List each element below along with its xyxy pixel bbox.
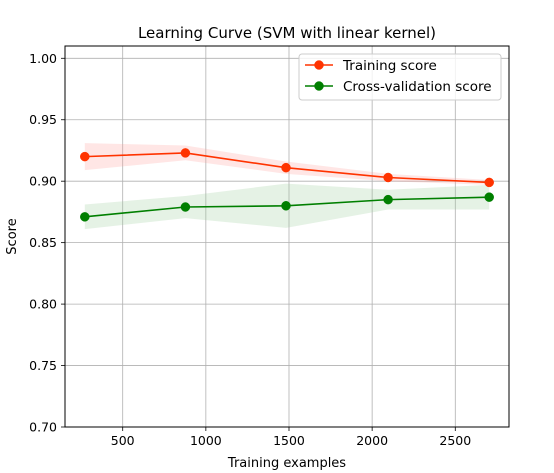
x-tick-label: 1000 xyxy=(190,433,222,448)
data-point-series-1 xyxy=(180,148,191,158)
chart-title: Learning Curve (SVM with linear kernel) xyxy=(138,24,436,42)
legend: Training score Cross-validation score xyxy=(298,53,502,101)
confidence-bands xyxy=(84,143,490,230)
x-tick-label: 2500 xyxy=(439,433,471,448)
legend-label-series-1: Training score xyxy=(342,58,437,74)
grid xyxy=(65,46,509,428)
data-point-series-2 xyxy=(484,192,494,202)
x-axis-ticks: 500 1000 1500 2000 2500 xyxy=(111,427,471,448)
legend-marker-series-2 xyxy=(314,81,324,91)
data-point-series-1 xyxy=(281,162,291,173)
legend-frame xyxy=(298,53,502,101)
data-point-series-1 xyxy=(383,172,393,183)
y-tick-label: 1.00 xyxy=(29,51,57,66)
y-tick-label: 0.70 xyxy=(29,420,57,435)
y-tick-label: 0.85 xyxy=(29,235,57,250)
x-axis-label: Training examples xyxy=(227,456,346,471)
y-tick-label: 0.95 xyxy=(29,112,57,127)
y-tick-label: 0.80 xyxy=(29,297,57,312)
data-point-series-2 xyxy=(383,194,393,205)
series xyxy=(80,148,494,222)
legend-marker-series-1 xyxy=(314,60,324,70)
data-point-series-2 xyxy=(80,212,90,222)
y-tick-label: 0.90 xyxy=(29,174,57,189)
plot-frame xyxy=(64,45,510,428)
data-point-series-1 xyxy=(80,151,90,162)
x-tick-label: 500 xyxy=(111,433,135,448)
data-point-series-2 xyxy=(180,202,191,212)
y-tick-label: 0.75 xyxy=(29,358,57,373)
legend-label-series-2: Cross-validation score xyxy=(343,79,492,95)
y-axis-label: Score xyxy=(5,218,20,254)
x-tick-label: 2000 xyxy=(356,433,388,448)
data-point-series-2 xyxy=(281,201,291,211)
y-axis-ticks: 0.70 0.75 0.80 0.85 0.90 0.95 1.00 xyxy=(29,51,65,435)
data-point-series-1 xyxy=(484,177,494,188)
x-tick-label: 1500 xyxy=(273,433,305,448)
